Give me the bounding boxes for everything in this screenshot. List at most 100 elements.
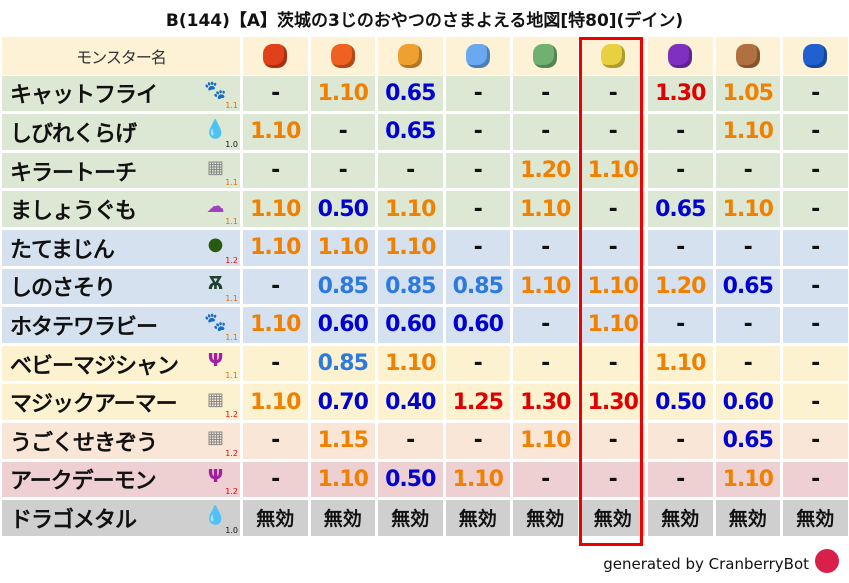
resistance-value: 無効 [310, 500, 375, 536]
monster-name: ホタテワラビー [10, 314, 158, 340]
water-wave-icon [803, 44, 828, 68]
resistance-value: - [378, 152, 443, 189]
resistance-value: 0.70 [310, 384, 375, 420]
header-element-cell [513, 37, 578, 75]
header-element-cell [715, 37, 780, 75]
resistance-value: 1.10 [378, 191, 443, 227]
resistance-value: 1.10 [243, 114, 308, 150]
ice-flower-icon [465, 44, 490, 68]
monster-name: マジックアーマー [10, 392, 178, 418]
paw-icon: 🐾 [204, 311, 226, 333]
paw-icon: 🐾 [204, 80, 226, 102]
resistance-value: 1.10 [513, 268, 578, 305]
resistance-value: 無効 [513, 500, 578, 536]
resistance-value: 1.30 [648, 75, 713, 112]
header-element-cell [783, 37, 848, 75]
resistance-value: - [648, 461, 713, 498]
resistance-value: 1.10 [310, 75, 375, 112]
resistance-value: 1.30 [513, 384, 578, 420]
resistance-value: - [580, 114, 645, 150]
resistance-value: 0.40 [378, 384, 443, 420]
resistance-value: - [648, 152, 713, 189]
monster-name: アークデーモン [10, 469, 157, 495]
rock-pyramid-icon [735, 44, 760, 68]
resistance-value: - [580, 229, 645, 266]
monster-name: うごくせきぞう [10, 430, 158, 456]
header-name-cell: モンスター名 [2, 37, 240, 75]
monster-name-cell: キラートーチ ▦ 1.1 [2, 152, 240, 189]
resistance-value: - [715, 345, 780, 382]
resistance-value: 0.50 [310, 191, 375, 227]
resistance-value: 無効 [715, 500, 780, 536]
monster-level: 1.1 [225, 371, 238, 381]
light-star-icon [600, 44, 625, 68]
resistance-value: 1.10 [243, 229, 308, 266]
resistance-value: 1.10 [378, 229, 443, 266]
trident-icon: Ψ [207, 350, 223, 372]
resistance-value: 1.10 [243, 384, 308, 420]
resistance-value: - [648, 114, 713, 150]
monster-name-cell: アークデーモン Ψ 1.2 [2, 461, 240, 498]
cranberry-bot-icon [815, 549, 839, 573]
monster-name: ましょうぐも [10, 199, 137, 225]
resistance-value: - [445, 229, 510, 266]
resistance-value: - [513, 307, 578, 343]
resistance-value: 1.10 [648, 345, 713, 382]
trident-icon: Ψ [207, 466, 223, 488]
monster-name-cell: うごくせきぞう ▦ 1.2 [2, 422, 240, 459]
monster-level: 1.0 [225, 525, 238, 535]
resistance-value: - [580, 75, 645, 112]
resistance-value: 1.10 [513, 191, 578, 227]
resistance-value: 無効 [445, 500, 510, 536]
resistance-value: - [580, 422, 645, 459]
resistance-value: - [243, 345, 308, 382]
header-element-cell [580, 37, 645, 75]
resistance-value: - [783, 114, 848, 150]
resistance-value: 0.60 [310, 307, 375, 343]
resistance-value: 無効 [378, 500, 443, 536]
water-drop-icon: 💧 [204, 118, 226, 140]
footer-credit: generated by CranberryBot [603, 555, 809, 573]
monster-level: 1.1 [225, 332, 238, 342]
resistance-value: - [445, 345, 510, 382]
monster-level: 1.1 [225, 294, 238, 304]
earth-cross-icon [398, 44, 423, 68]
resistance-value: 0.60 [715, 384, 780, 420]
highlight-column-frame [579, 37, 643, 546]
monster-name-cell: たてまじん ● 1.2 [2, 229, 240, 266]
monster-level: 1.2 [225, 448, 238, 458]
resistance-value: 1.10 [378, 345, 443, 382]
resistance-table: モンスター名 キャットフライ 🐾 1.1-1.10 0.65- - -1.30 1.05- しび… [2, 37, 848, 536]
monster-name: キャットフライ [10, 83, 158, 109]
resistance-value: - [243, 152, 308, 189]
resistance-value: 1.10 [715, 191, 780, 227]
resistance-value: 0.65 [378, 114, 443, 150]
brick-icon: ▦ [206, 157, 224, 179]
monster-name-cell: ドラゴメタル 💧 1.0 [2, 500, 240, 536]
resistance-value: - [513, 114, 578, 150]
resistance-value: 0.85 [445, 268, 510, 305]
resistance-value: - [310, 114, 375, 150]
header-element-cell [378, 37, 443, 75]
resistance-value: 1.10 [445, 461, 510, 498]
resistance-value: - [580, 191, 645, 227]
resistance-value: - [783, 422, 848, 459]
monster-name: ドラゴメタル [10, 507, 137, 533]
resistance-value: - [783, 307, 848, 343]
resistance-value: - [243, 268, 308, 305]
resistance-value: - [783, 345, 848, 382]
monster-level: 1.0 [225, 139, 238, 149]
resistance-value: 0.50 [648, 384, 713, 420]
resistance-value: 0.85 [310, 268, 375, 305]
header-element-cell [243, 37, 308, 75]
resistance-value: - [783, 75, 848, 112]
resistance-value: 1.10 [580, 152, 645, 189]
monster-name: たてまじん [10, 237, 115, 263]
resistance-value: - [445, 114, 510, 150]
monster-name-cell: ホタテワラビー 🐾 1.1 [2, 307, 240, 343]
resistance-value: - [243, 422, 308, 459]
brick-icon: ▦ [206, 388, 224, 410]
resistance-value: - [783, 461, 848, 498]
resistance-value: - [310, 152, 375, 189]
monster-name-cell: ましょうぐも ☁ 1.1 [2, 191, 240, 227]
